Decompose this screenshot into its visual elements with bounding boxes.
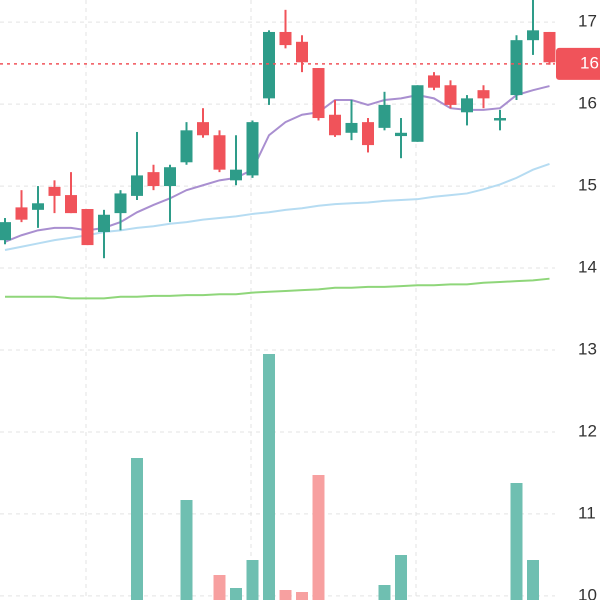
candle-body (230, 169, 242, 181)
volume-bar (263, 354, 275, 600)
candle-body (48, 186, 61, 196)
candle-body (362, 122, 374, 146)
candle-body (444, 85, 457, 105)
volume-bar (510, 483, 523, 600)
last-price-label: 16 (580, 53, 599, 72)
volume-bar (279, 590, 292, 600)
candle-body (32, 203, 44, 210)
candle-body (494, 118, 506, 121)
y-tick-label: 11 (578, 503, 596, 522)
candle-body (147, 172, 160, 187)
candle-body (114, 193, 127, 214)
candle-body (477, 90, 490, 99)
volume-bar (246, 560, 259, 600)
candle-body (263, 31, 275, 99)
candle-body (411, 85, 424, 142)
candle-body (329, 114, 341, 136)
volume-bar (230, 588, 242, 600)
volume-bar (180, 500, 193, 600)
last-price-box (556, 47, 600, 80)
candle-body (312, 68, 325, 119)
candle-body (543, 31, 556, 63)
candle-body (15, 207, 28, 220)
volume-bar (378, 585, 391, 600)
y-tick-label: 13 (578, 339, 597, 358)
candle-body (65, 195, 77, 214)
candle-body (279, 31, 292, 46)
ma-line (4, 85, 550, 243)
y-tick-label: 16 (578, 94, 597, 113)
candle-body (0, 222, 11, 241)
volume-bar (527, 560, 539, 600)
candle-body (131, 175, 143, 196)
volume-bar (213, 575, 226, 600)
ma-line (4, 162, 550, 251)
candle-body (246, 122, 259, 176)
y-tick-label: 12 (578, 421, 597, 440)
candle-body (197, 122, 209, 136)
candle-body (98, 214, 110, 232)
candle-body (395, 132, 407, 137)
candle-body (378, 104, 391, 128)
candle-body (461, 98, 473, 113)
candle-body (296, 41, 308, 63)
candle-body (180, 130, 193, 163)
candle-body (527, 30, 539, 41)
candle-body (164, 167, 176, 187)
y-tick-label: 14 (578, 258, 597, 277)
volume-bar (312, 475, 325, 600)
volume-bar (395, 555, 407, 600)
candle-body (510, 40, 523, 96)
candle-body (428, 75, 440, 88)
candle-body (345, 122, 358, 133)
candle-body (213, 135, 226, 170)
volume-bar (131, 458, 143, 600)
y-tick-label: 15 (578, 176, 597, 195)
y-tick-label: 10 (578, 585, 597, 600)
candle-body (81, 209, 94, 246)
y-tick-label: 17 (578, 12, 597, 31)
volume-bar (296, 592, 308, 600)
ma-line (5, 277, 550, 300)
